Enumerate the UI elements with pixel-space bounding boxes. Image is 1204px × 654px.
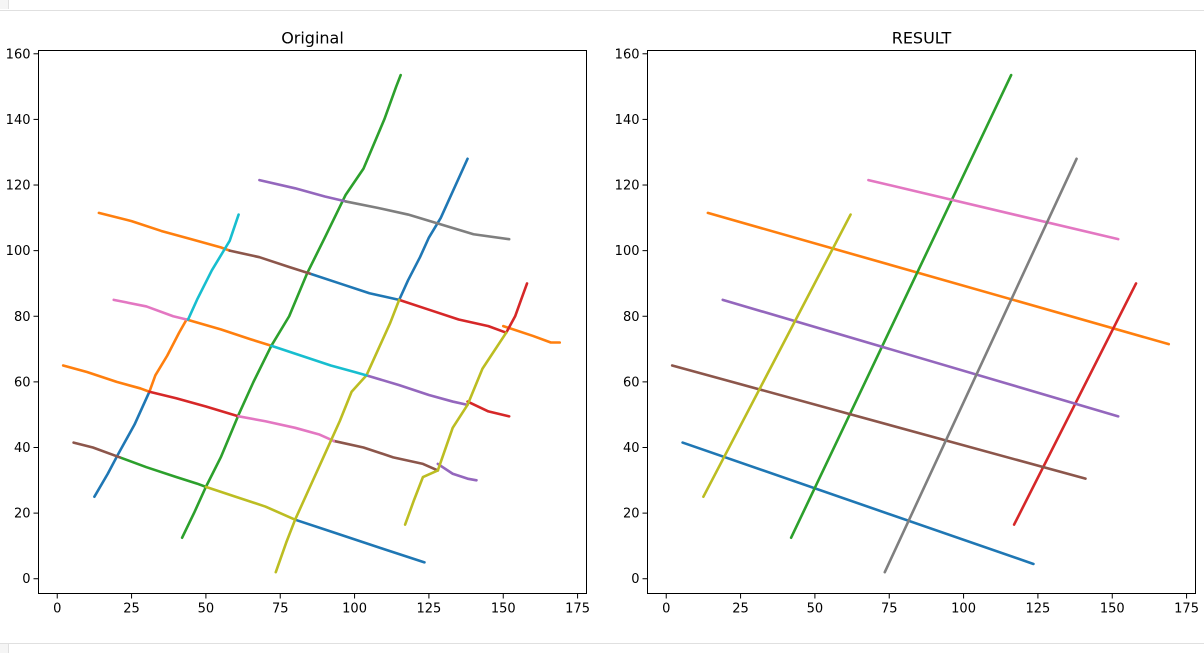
x-tick-label: 150	[1100, 602, 1125, 617]
series-line-7	[867, 178, 1120, 241]
series-line-30	[270, 344, 368, 377]
series-line-10	[180, 485, 208, 540]
series-line-29	[186, 213, 240, 321]
cell-bottom-border	[0, 643, 1204, 654]
x-tick-label: 125	[1025, 602, 1050, 617]
x-tick-label: 175	[565, 602, 590, 617]
x-tick-label: 0	[53, 602, 61, 617]
chart-panel-1: Original 0 25 50 75 100 125 150 175 0 20 40 60 80 100 1…	[6, 29, 590, 617]
x-tick-label: 75	[881, 602, 898, 617]
series-line-2	[148, 318, 188, 394]
y-tick-label: 60	[14, 375, 31, 390]
x-tick-label: 100	[342, 602, 367, 617]
y-tick-label: 140	[615, 113, 640, 128]
y-tick-label: 160	[6, 47, 31, 62]
series-line-19	[436, 462, 478, 482]
y-tick-label: 80	[623, 310, 640, 325]
series-line-13	[148, 390, 240, 418]
x-tick-label: 150	[491, 602, 516, 617]
x-tick-label: 25	[123, 602, 140, 617]
y-tick-label: 20	[14, 507, 31, 522]
y-tick-label: 40	[623, 441, 640, 456]
series-line-18	[365, 374, 469, 407]
series-line-20	[228, 249, 312, 275]
cell-top-border	[0, 0, 1204, 11]
series-line-1	[681, 441, 1035, 566]
series-line-8	[185, 318, 273, 348]
y-tick-label: 0	[631, 572, 639, 587]
series-line-4	[397, 157, 469, 302]
y-tick-label: 0	[22, 572, 30, 587]
y-tick-label: 140	[6, 113, 31, 128]
x-tick-label: 50	[198, 602, 215, 617]
series-line-22	[332, 439, 440, 472]
series-line-26	[204, 485, 297, 521]
x-tick-label: 175	[1174, 602, 1199, 617]
cell-bottom-edge	[0, 644, 9, 653]
y-tick-label: 120	[6, 179, 31, 194]
series-line-27	[274, 298, 401, 574]
series-line-1	[93, 390, 151, 499]
series-line-16	[466, 400, 511, 418]
series-line-9	[501, 324, 562, 344]
x-tick-label: 100	[951, 602, 976, 617]
series-line-8	[883, 157, 1078, 574]
x-tick-label: 75	[272, 602, 289, 617]
series-line-9	[702, 213, 852, 499]
series-line-2	[706, 211, 1171, 346]
y-tick-label: 40	[14, 441, 31, 456]
series-group	[670, 73, 1171, 574]
plot-frame	[647, 50, 1196, 594]
chart-title: RESULT	[892, 29, 952, 48]
series-line-23	[112, 298, 188, 321]
x-tick-label: 25	[732, 602, 749, 617]
series-line-24	[237, 415, 336, 443]
y-tick-label: 160	[615, 47, 640, 62]
series-line-6	[670, 364, 1087, 480]
series-line-5	[721, 298, 1120, 418]
series-line-25	[344, 200, 511, 241]
series-line-3	[308, 272, 401, 302]
y-tick-label: 100	[6, 244, 31, 259]
chart-title: Original	[281, 29, 344, 48]
series-line-3	[789, 73, 1013, 540]
y-tick-label: 80	[14, 310, 31, 325]
plot-frame	[38, 50, 587, 594]
series-line-21	[72, 441, 121, 459]
series-line-7	[61, 364, 151, 394]
x-tick-label: 0	[662, 602, 670, 617]
series-line-6	[97, 211, 231, 252]
series-line-15	[504, 282, 529, 334]
y-tick-label: 20	[623, 507, 640, 522]
x-tick-label: 50	[807, 602, 824, 617]
x-tick-label: 125	[416, 602, 441, 617]
series-line-17	[258, 178, 347, 203]
cell-top-edge	[0, 0, 9, 9]
series-line-28	[403, 331, 508, 526]
y-tick-label: 100	[615, 244, 640, 259]
series-line-11	[118, 456, 208, 489]
y-tick-label: 120	[615, 179, 640, 194]
series-line-14	[397, 298, 508, 334]
chart-panel-2: RESULT 0 25 50 75 100 125 150 175 0 20 40 60 80 100 120…	[615, 29, 1199, 617]
series-line-5	[293, 518, 426, 564]
y-tick-label: 60	[623, 375, 640, 390]
series-line-12	[204, 73, 402, 489]
series-group	[61, 73, 562, 574]
